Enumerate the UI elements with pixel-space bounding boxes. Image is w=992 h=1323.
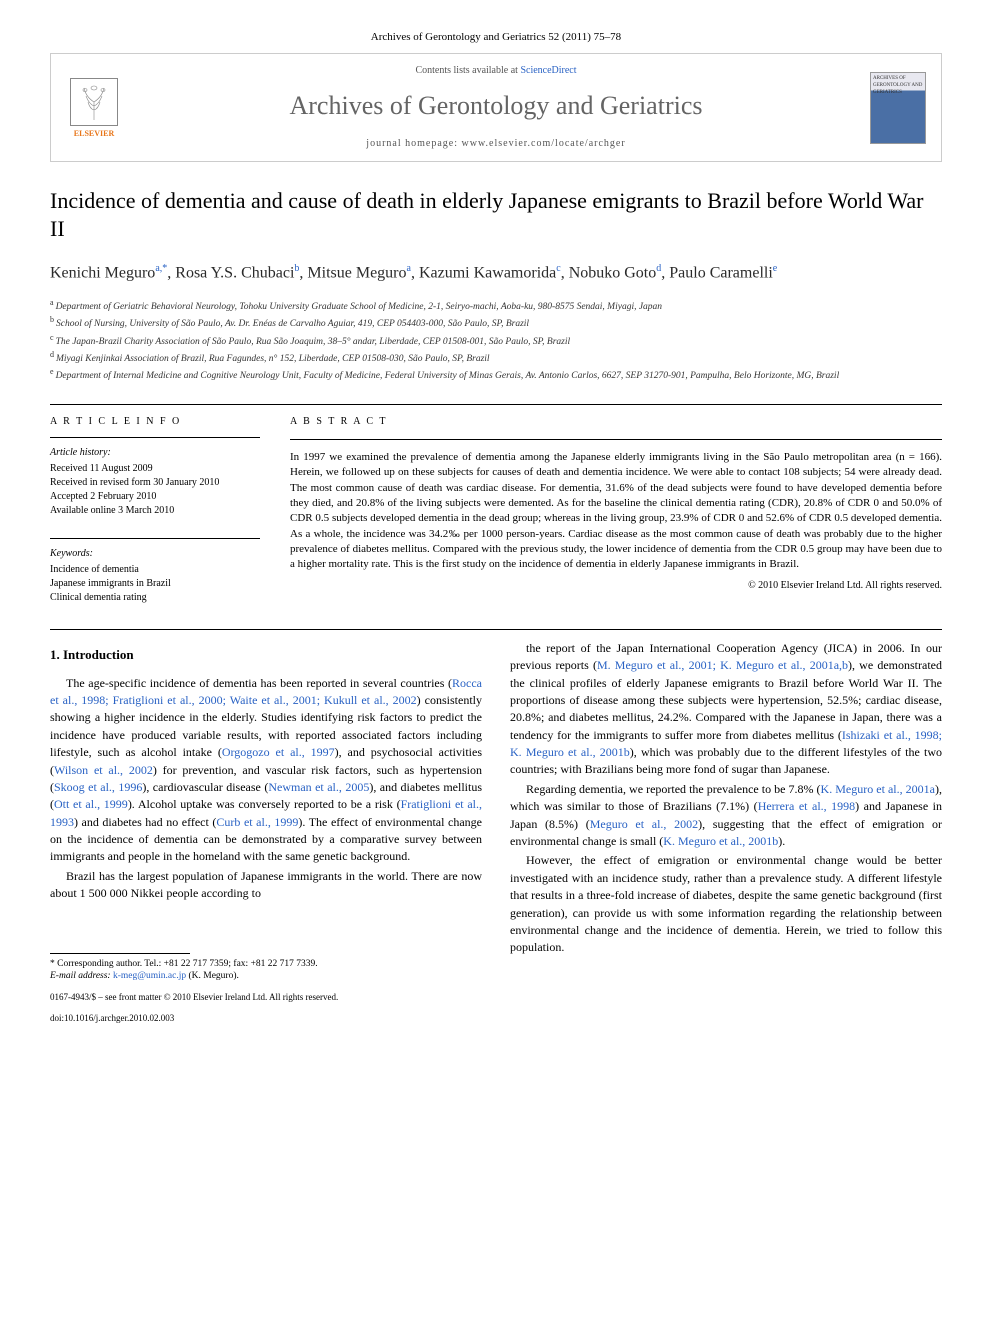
info-rule-2: [50, 538, 260, 539]
author-name: Rosa Y.S. Chubaci: [175, 264, 294, 281]
doi-line: doi:10.1016/j.archger.2010.02.003: [50, 1012, 482, 1025]
history-line: Available online 3 March 2010: [50, 504, 260, 518]
elsevier-label: ELSEVIER: [74, 128, 114, 139]
journal-header-box: ELSEVIER Contents lists available at Sci…: [50, 53, 942, 161]
author-note: b: [294, 263, 299, 274]
history-line: Received 11 August 2009: [50, 462, 260, 476]
abstract-copyright: © 2010 Elsevier Ireland Ltd. All rights …: [290, 579, 942, 593]
email-suffix: (K. Meguro).: [186, 971, 239, 981]
intro-para-5: However, the effect of emigration or env…: [510, 852, 942, 956]
author-note: a: [407, 263, 411, 274]
p1-g: ). Alcohol uptake was conversely reporte…: [128, 797, 401, 811]
journal-header-center: Contents lists available at ScienceDirec…: [122, 64, 870, 150]
abstract-heading: A B S T R A C T: [290, 415, 942, 429]
cover-text: ARCHIVES OF GERONTOLOGY AND GERIATRICS: [873, 76, 922, 95]
homepage-prefix: journal homepage:: [366, 138, 461, 149]
article-title: Incidence of dementia and cause of death…: [50, 187, 942, 244]
elsevier-logo: ELSEVIER: [66, 76, 122, 140]
separator-bottom: [50, 629, 942, 630]
email-label: E-mail address:: [50, 971, 113, 981]
intro-para-4: Regarding dementia, we reported the prev…: [510, 781, 942, 851]
abstract-column: A B S T R A C T In 1997 we examined the …: [290, 415, 942, 605]
affiliations-block: aDepartment of Geriatric Behavioral Neur…: [50, 297, 942, 384]
keyword-line: Clinical dementia rating: [50, 591, 260, 605]
keyword-line: Incidence of dementia: [50, 563, 260, 577]
author-name: Paulo Caramelli: [669, 264, 773, 281]
intro-para-3: the report of the Japan International Co…: [510, 640, 942, 779]
affiliation-line: eDepartment of Internal Medicine and Cog…: [50, 366, 942, 383]
author-note: a,*: [155, 263, 167, 274]
abstract-rule: [290, 439, 942, 440]
history-line: Received in revised form 30 January 2010: [50, 476, 260, 490]
history-block: Article history: Received 11 August 2009…: [50, 446, 260, 518]
homepage-url[interactable]: www.elsevier.com/locate/archger: [462, 138, 626, 149]
authors-line: Kenichi Meguroa,*, Rosa Y.S. Chubacib, M…: [50, 262, 942, 285]
p1-a: The age-specific incidence of dementia h…: [66, 676, 452, 690]
info-abstract-row: A R T I C L E I N F O Article history: R…: [50, 415, 942, 605]
ref-link[interactable]: Newman et al., 2005: [268, 780, 369, 794]
affiliation-line: cThe Japan-Brazil Charity Association of…: [50, 332, 942, 349]
ref-link[interactable]: Skoog et al., 1996: [54, 780, 142, 794]
p1-e: ), cardiovascular disease (: [142, 780, 268, 794]
history-label: Article history:: [50, 446, 260, 460]
history-line: Accepted 2 February 2010: [50, 490, 260, 504]
keywords-block: Keywords: Incidence of dementiaJapanese …: [50, 547, 260, 605]
separator-top: [50, 404, 942, 405]
intro-para-2: Brazil has the largest population of Jap…: [50, 868, 482, 903]
elsevier-tree-icon: [70, 78, 118, 126]
corresponding-email-line: E-mail address: k-meg@umin.ac.jp (K. Meg…: [50, 970, 482, 983]
email-link[interactable]: k-meg@umin.ac.jp: [113, 971, 186, 981]
author-name: Nobuko Goto: [569, 264, 657, 281]
intro-para-1: The age-specific incidence of dementia h…: [50, 675, 482, 866]
ref-link[interactable]: Orgogozo et al., 1997: [222, 745, 335, 759]
affiliation-line: dMiyagi Kenjinkai Association of Brazil,…: [50, 349, 942, 366]
article-info-column: A R T I C L E I N F O Article history: R…: [50, 415, 260, 605]
article-info-heading: A R T I C L E I N F O: [50, 415, 260, 429]
body-text-columns: 1. Introduction The age-specific inciden…: [50, 640, 942, 1026]
contents-prefix: Contents lists available at: [415, 65, 520, 76]
corresponding-author: * Corresponding author. Tel.: +81 22 717…: [50, 958, 482, 971]
p4-e: ).: [778, 834, 785, 848]
ref-link[interactable]: Wilson et al., 2002: [54, 763, 153, 777]
journal-title: Archives of Gerontology and Geriatrics: [122, 88, 870, 124]
sciencedirect-link[interactable]: ScienceDirect: [520, 65, 576, 76]
header-citation: Archives of Gerontology and Geriatrics 5…: [50, 30, 942, 45]
contents-line: Contents lists available at ScienceDirec…: [122, 64, 870, 78]
keywords-label: Keywords:: [50, 547, 260, 561]
issn-copyright-line: 0167-4943/$ – see front matter © 2010 El…: [50, 991, 482, 1004]
affiliation-line: bSchool of Nursing, University of São Pa…: [50, 314, 942, 331]
author-note: d: [656, 263, 661, 274]
author-note: c: [556, 263, 560, 274]
p4-a: Regarding dementia, we reported the prev…: [526, 782, 821, 796]
author-name: Kazumi Kawamorida: [419, 264, 556, 281]
author-note: e: [773, 263, 777, 274]
ref-link[interactable]: Herrera et al., 1998: [758, 799, 855, 813]
journal-cover-thumbnail: ARCHIVES OF GERONTOLOGY AND GERIATRICS: [870, 72, 926, 144]
author-name: Kenichi Meguro: [50, 264, 155, 281]
info-rule: [50, 437, 260, 438]
author-name: Mitsue Meguro: [307, 264, 406, 281]
ref-link[interactable]: Ott et al., 1999: [54, 797, 128, 811]
ref-link[interactable]: K. Meguro et al., 2001b: [663, 834, 778, 848]
homepage-line: journal homepage: www.elsevier.com/locat…: [122, 137, 870, 151]
keyword-line: Japanese immigrants in Brazil: [50, 577, 260, 591]
ref-link[interactable]: K. Meguro et al., 2001a: [821, 782, 935, 796]
abstract-text: In 1997 we examined the prevalence of de…: [290, 450, 942, 573]
ref-link[interactable]: Curb et al., 1999: [216, 815, 298, 829]
ref-link[interactable]: Meguro et al., 2002: [590, 817, 698, 831]
affiliation-line: aDepartment of Geriatric Behavioral Neur…: [50, 297, 942, 314]
section-1-heading: 1. Introduction: [50, 646, 482, 665]
footnote-rule: [50, 953, 190, 954]
p1-h: ) and diabetes had no effect (: [74, 815, 216, 829]
footnote-block: * Corresponding author. Tel.: +81 22 717…: [50, 953, 482, 984]
ref-link[interactable]: M. Meguro et al., 2001; K. Meguro et al.…: [597, 658, 848, 672]
